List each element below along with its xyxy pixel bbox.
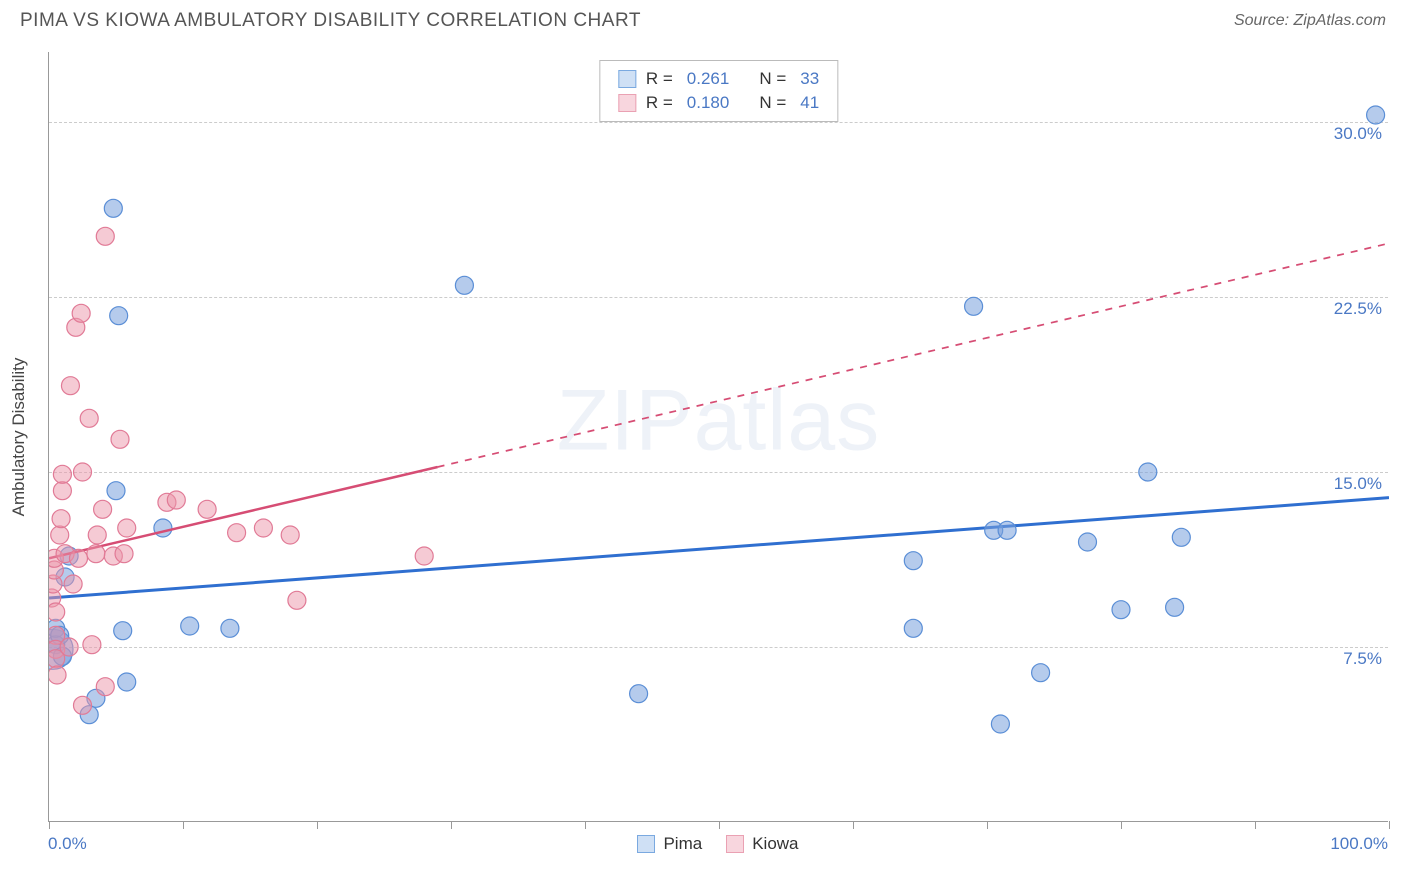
data-point-pima <box>965 297 983 315</box>
data-point-pima <box>1079 533 1097 551</box>
data-point-kiowa <box>254 519 272 537</box>
legend-swatch-pima <box>618 70 636 88</box>
data-point-pima <box>1139 463 1157 481</box>
x-tick <box>1255 821 1256 829</box>
source-label: Source: ZipAtlas.com <box>1234 12 1386 30</box>
data-point-kiowa <box>53 465 71 483</box>
data-point-kiowa <box>49 666 66 684</box>
data-point-kiowa <box>72 304 90 322</box>
data-point-pima <box>630 685 648 703</box>
data-point-pima <box>104 199 122 217</box>
r-value: 0.261 <box>687 69 730 89</box>
x-tick <box>585 821 586 829</box>
n-label: N = <box>759 93 786 113</box>
data-point-kiowa <box>60 638 78 656</box>
plot-container: Ambulatory Disability 7.5%15.0%22.5%30.0… <box>48 52 1388 822</box>
data-point-pima <box>107 482 125 500</box>
legend-item-pima: Pima <box>637 834 702 854</box>
legend-series: Pima Kiowa <box>48 834 1388 854</box>
chart-title: PIMA VS KIOWA AMBULATORY DISABILITY CORR… <box>20 10 641 32</box>
data-point-kiowa <box>80 409 98 427</box>
x-tick <box>317 821 318 829</box>
x-tick <box>451 821 452 829</box>
legend-label: Pima <box>663 834 702 854</box>
data-point-pima <box>1166 598 1184 616</box>
data-point-kiowa <box>64 575 82 593</box>
data-point-kiowa <box>281 526 299 544</box>
data-point-pima <box>110 307 128 325</box>
scatter-svg <box>49 52 1389 822</box>
n-label: N = <box>759 69 786 89</box>
trend-line-dashed-kiowa <box>438 243 1389 467</box>
r-value: 0.180 <box>687 93 730 113</box>
data-point-kiowa <box>96 678 114 696</box>
x-tick <box>183 821 184 829</box>
trend-line-pima <box>49 498 1389 598</box>
data-point-kiowa <box>228 524 246 542</box>
data-point-kiowa <box>87 545 105 563</box>
data-point-pima <box>1172 528 1190 546</box>
r-label: R = <box>646 69 673 89</box>
data-point-pima <box>1032 664 1050 682</box>
data-point-kiowa <box>96 227 114 245</box>
x-tick <box>49 821 50 829</box>
data-point-kiowa <box>88 526 106 544</box>
n-value: 41 <box>800 93 819 113</box>
data-point-kiowa <box>198 500 216 518</box>
data-point-kiowa <box>118 519 136 537</box>
data-point-kiowa <box>94 500 112 518</box>
data-point-kiowa <box>69 549 87 567</box>
data-point-kiowa <box>83 636 101 654</box>
data-point-pima <box>181 617 199 635</box>
data-point-pima <box>118 673 136 691</box>
data-point-kiowa <box>115 545 133 563</box>
plot-area: Ambulatory Disability 7.5%15.0%22.5%30.0… <box>48 52 1388 822</box>
data-point-kiowa <box>51 526 69 544</box>
data-point-kiowa <box>74 696 92 714</box>
data-point-kiowa <box>61 377 79 395</box>
legend-swatch-kiowa <box>726 835 744 853</box>
data-point-kiowa <box>49 603 65 621</box>
data-point-pima <box>455 276 473 294</box>
data-point-kiowa <box>415 547 433 565</box>
x-tick <box>719 821 720 829</box>
x-tick <box>1121 821 1122 829</box>
r-label: R = <box>646 93 673 113</box>
legend-label: Kiowa <box>752 834 798 854</box>
data-point-kiowa <box>53 482 71 500</box>
x-tick <box>853 821 854 829</box>
legend-item-kiowa: Kiowa <box>726 834 798 854</box>
data-point-kiowa <box>111 430 129 448</box>
data-point-pima <box>904 552 922 570</box>
data-point-pima <box>114 622 132 640</box>
data-point-kiowa <box>52 510 70 528</box>
legend-row-kiowa: R = 0.180 N = 41 <box>618 91 819 115</box>
data-point-kiowa <box>288 591 306 609</box>
legend-row-pima: R = 0.261 N = 33 <box>618 67 819 91</box>
data-point-pima <box>1112 601 1130 619</box>
data-point-kiowa <box>74 463 92 481</box>
y-axis-label: Ambulatory Disability <box>9 357 29 516</box>
legend-swatch-pima <box>637 835 655 853</box>
data-point-pima <box>1367 106 1385 124</box>
data-point-pima <box>221 619 239 637</box>
legend-correlation: R = 0.261 N = 33 R = 0.180 N = 41 <box>599 60 838 122</box>
n-value: 33 <box>800 69 819 89</box>
x-tick <box>1389 821 1390 829</box>
chart-header: PIMA VS KIOWA AMBULATORY DISABILITY CORR… <box>0 0 1406 40</box>
data-point-pima <box>998 521 1016 539</box>
data-point-pima <box>991 715 1009 733</box>
x-tick <box>987 821 988 829</box>
data-point-kiowa <box>167 491 185 509</box>
legend-swatch-kiowa <box>618 94 636 112</box>
data-point-pima <box>904 619 922 637</box>
